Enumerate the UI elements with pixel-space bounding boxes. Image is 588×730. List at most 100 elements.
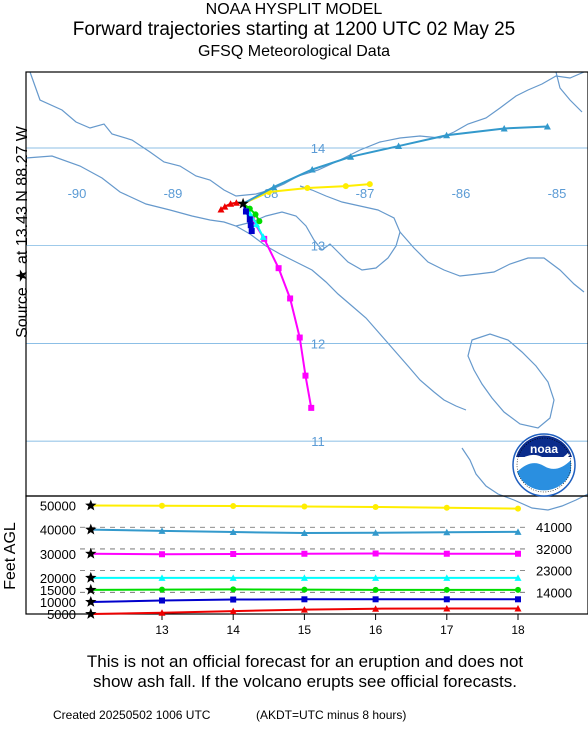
timezone-note: (AKDT=UTC minus 8 hours) [256,708,407,722]
height-trajectory-point [515,550,521,557]
map-trajectory-point [342,183,349,190]
height-trajectory-point [372,605,380,612]
latitude-tick-label: 14 [311,141,325,156]
height-right-label: 32000 [536,542,572,557]
coastline-north [29,71,585,197]
coastline [25,71,588,511]
map-grid [26,147,588,442]
height-trajectory-point [443,586,450,593]
map-trajectory-line [242,203,313,409]
noaa-logo-icon: noaa [512,433,576,497]
height-trajectory-point [515,505,521,512]
map-trajectory-point [275,265,282,272]
height-trajectory-point [372,550,379,557]
height-trajectory-point [515,586,521,593]
height-tick-label: 40000 [40,523,76,538]
height-trajectory-point [159,551,165,558]
height-trajectory-point [372,596,379,603]
height-trajectory-point [301,596,308,603]
height-trajectory-point [301,586,308,593]
longitude-tick-label: -90 [68,186,87,201]
map-trajectories [217,123,551,411]
height-tick-label: 50000 [40,499,76,514]
height-trajectory-point [229,528,237,536]
map-trajectory-point [253,220,261,228]
height-source-star-icon [85,499,97,511]
time-tick-label: 13 [155,623,169,637]
source-star-icon [237,197,249,209]
height-trajectory-point [230,586,237,593]
latitude-tick-label: 12 [311,336,325,351]
noaa-logo: noaa [511,432,577,498]
height-trajectory-point [230,503,237,510]
map-trajectory-point [543,123,551,130]
map-trajectory-point [248,228,255,235]
map-trajectory-point [217,206,225,213]
noaa-logo-text: noaa [530,442,558,456]
time-tick-label: 16 [369,623,383,637]
latitude-tick-label: 11 [311,434,325,449]
height-trajectory-point [443,504,450,511]
title-line-2: Forward trajectories starting at 1200 UT… [72,19,516,40]
map-trajectory-point [500,124,508,132]
height-trajectory-point [372,529,380,536]
height-source-star-icon [85,523,97,535]
height-trajectory-point [158,527,166,534]
height-source-star-icon [85,608,97,619]
height-trajectory-point [372,574,380,581]
title-line-3: GFSQ Meteorological Data [197,43,391,60]
coastline-nicaragua [399,231,585,293]
time-tick-label: 14 [227,623,241,637]
height-source-star-icon [85,547,97,559]
height-frame [25,495,588,615]
map-trajectory-point [443,131,451,139]
longitude-tick-label: -85 [548,186,567,201]
height-right-label: 23000 [536,564,572,579]
title-line-1: NOAA HYSPLIT MODEL [205,1,383,18]
height-trajectory-point [300,574,308,581]
map-trajectory-point [395,142,403,150]
map-trajectory-point [366,181,373,188]
map-trajectory-line [242,202,261,222]
height-trajectory-point [230,550,237,557]
map-trajectory-point [256,218,263,225]
height-tick-label: 15000 [40,583,76,598]
height-trajectory-point [443,528,451,536]
coastline-gulf-fonseca [235,185,401,271]
height-source-star-icon [85,571,97,583]
map-trajectory-point [308,404,315,411]
coastline-west-gulf [25,155,467,411]
height-trajectory-point [159,597,165,604]
height-trajectory-point [159,502,165,509]
map-trajectory-point [302,372,309,379]
map-trajectory-point [242,208,249,215]
map-trajectory-point [232,199,240,206]
map-trajectory-point [347,153,355,160]
map-trajectory-point [227,200,235,207]
height-tick-labels: 13 14 15 16 17 18 50000 40000 30000 2000015000100… [40,499,572,637]
height-trajectory-point [372,586,379,593]
height-right-label: 41000 [536,520,572,535]
height-trajectory-point [229,574,237,581]
map-frame [25,71,588,497]
map-trajectory-point [308,165,316,173]
latitude-tick-label: 13 [311,239,325,254]
height-trajectory-point [158,574,166,581]
longitude-tick-label: -87 [356,186,375,201]
disclaimer-text: This is not an official forecast for an … [86,652,524,691]
longitude-tick-label: -86 [452,186,471,201]
height-source-star-icon [85,596,97,607]
height-trajectories [85,499,522,619]
time-tick-label: 15 [298,623,312,637]
map-trajectory-line [242,125,548,205]
created-timestamp: Created 20250502 1006 UTC [53,708,211,722]
height-trajectory-point [372,503,379,510]
lake-nicaragua [467,333,555,429]
height-trajectory-point [514,604,522,612]
time-tick-label: 18 [511,623,525,637]
map-trajectory-point [259,233,267,240]
map-trajectory-point [252,211,259,218]
height-trajectory-point [515,596,521,603]
height-right-label: 14000 [536,585,572,600]
